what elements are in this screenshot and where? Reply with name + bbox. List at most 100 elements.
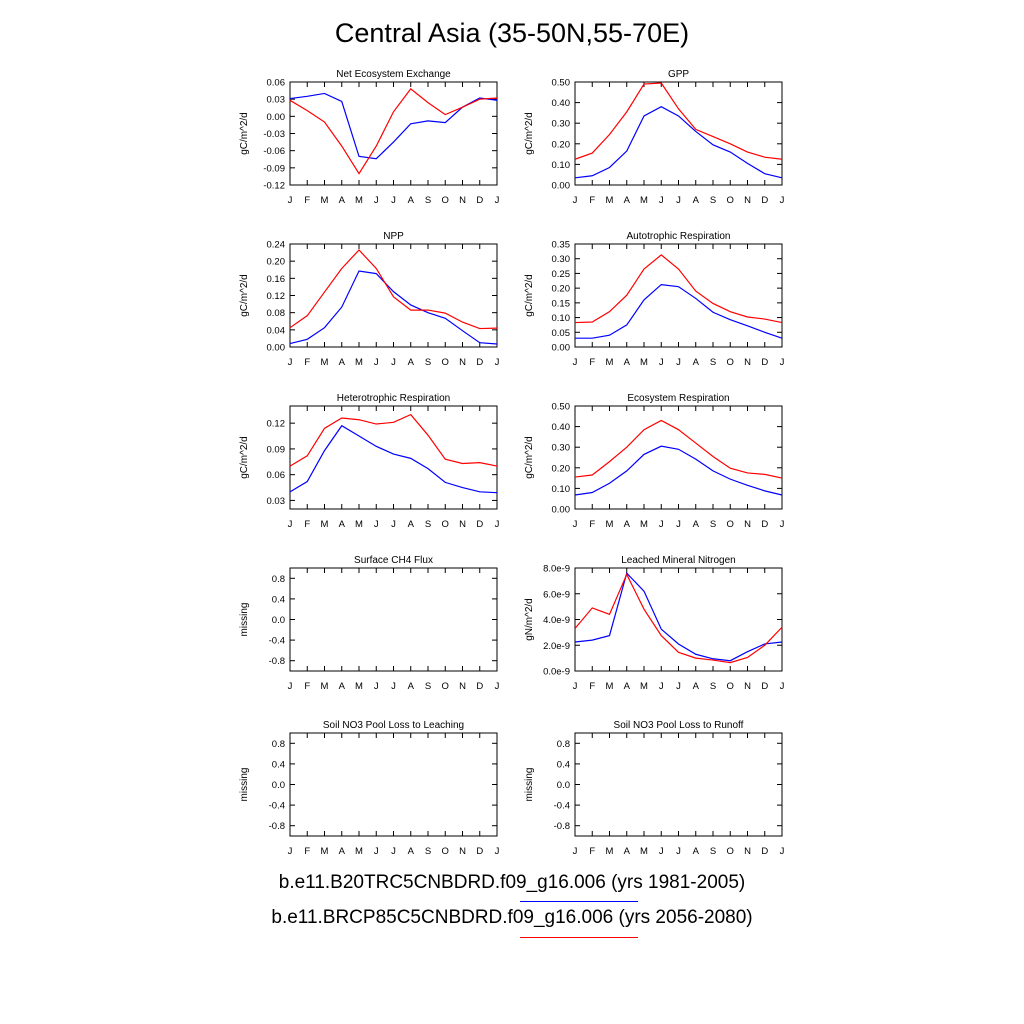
legend-entry-future: b.e11.BRCP85C5CNBDRD.f09_g16.006 (yrs 20… bbox=[271, 907, 753, 928]
series-line-future bbox=[574, 254, 783, 324]
x-tick-label: M bbox=[321, 357, 329, 368]
x-tick-label: F bbox=[304, 195, 310, 206]
x-tick-label: J bbox=[780, 519, 785, 530]
y-tick-label: 0.30 bbox=[552, 254, 571, 265]
series-line-future bbox=[289, 249, 498, 330]
x-tick-label: A bbox=[408, 846, 415, 857]
x-tick-label: M bbox=[355, 357, 363, 368]
y-tick-label: 0.8 bbox=[272, 574, 285, 585]
y-tick-label: 0.8 bbox=[272, 739, 285, 750]
x-tick-label: J bbox=[573, 357, 578, 368]
y-tick-label: -0.06 bbox=[263, 146, 285, 157]
y-tick-label: 0.05 bbox=[552, 328, 571, 339]
x-tick-label: M bbox=[355, 195, 363, 206]
y-tick-label: 0.03 bbox=[267, 95, 286, 106]
y-tick-label: 0.06 bbox=[267, 78, 286, 89]
x-tick-label: S bbox=[425, 681, 431, 692]
y-tick-label: 4.0e-9 bbox=[543, 615, 570, 626]
x-tick-label: F bbox=[304, 357, 310, 368]
x-tick-label: J bbox=[391, 195, 396, 206]
plot-frame bbox=[574, 405, 783, 510]
x-tick-label: F bbox=[589, 195, 595, 206]
x-tick-label: O bbox=[442, 195, 449, 206]
x-tick-label: J bbox=[676, 519, 681, 530]
panel-title: Soil NO3 Pool Loss to Runoff bbox=[614, 720, 744, 731]
x-tick-label: F bbox=[589, 357, 595, 368]
x-tick-label: J bbox=[374, 195, 379, 206]
y-tick-label: 0.04 bbox=[267, 325, 286, 336]
x-tick-label: J bbox=[780, 846, 785, 857]
x-tick-label: M bbox=[606, 357, 614, 368]
series-line-future bbox=[289, 88, 498, 175]
series-line-future bbox=[574, 573, 783, 664]
y-tick-label: 0.00 bbox=[267, 343, 286, 354]
legend-entry-historical: b.e11.B20TRC5CNBDRD.f09_g16.006 (yrs 198… bbox=[278, 872, 746, 893]
x-tick-label: J bbox=[288, 357, 293, 368]
legend-swatch-future bbox=[520, 937, 638, 938]
x-tick-label: S bbox=[710, 195, 716, 206]
x-tick-label: F bbox=[589, 519, 595, 530]
x-tick-label: N bbox=[459, 195, 466, 206]
series-line-historical bbox=[575, 283, 783, 339]
x-tick-label: S bbox=[425, 195, 431, 206]
x-tick-label: J bbox=[659, 681, 664, 692]
x-tick-label: J bbox=[374, 519, 379, 530]
x-tick-label: J bbox=[676, 357, 681, 368]
x-tick-label: M bbox=[321, 519, 329, 530]
x-tick-label: J bbox=[780, 357, 785, 368]
panel-net-ecosystem-exchange: Net Ecosystem Exchange gC/m^2/d 0.06 0.03 0.… bbox=[239, 69, 500, 206]
panel-surface-ch4-flux: Surface CH4 Flux missing 0.8 0.4 0.0 -0.4 -0.8… bbox=[239, 555, 500, 692]
y-tick-label: 0.10 bbox=[552, 313, 571, 324]
y-tick-label: -0.4 bbox=[269, 636, 285, 647]
y-tick-label: 0.00 bbox=[552, 181, 571, 192]
y-tick-label: 0.15 bbox=[552, 298, 571, 309]
y-tick-label: 0.8 bbox=[557, 739, 570, 750]
x-tick-label: J bbox=[573, 195, 578, 206]
panel-autotrophic-respiration: Autotrophic Respiration gC/m^2/d 0.00 0.05 0… bbox=[524, 231, 785, 368]
y-tick-label: 0.12 bbox=[267, 291, 286, 302]
x-tick-label: M bbox=[355, 846, 363, 857]
x-tick-label: O bbox=[727, 681, 734, 692]
y-tick-label: 6.0e-9 bbox=[543, 589, 570, 600]
x-tick-label: A bbox=[693, 519, 700, 530]
plot-frame bbox=[289, 243, 498, 348]
y-tick-label: 0.40 bbox=[552, 98, 571, 109]
panel-ecosystem-respiration: Ecosystem Respiration gC/m^2/d 0.00 0.10 0.2… bbox=[524, 393, 785, 530]
y-tick-label: 0.30 bbox=[552, 119, 571, 130]
x-tick-label: A bbox=[624, 519, 631, 530]
x-tick-label: A bbox=[339, 681, 346, 692]
x-tick-label: J bbox=[495, 195, 500, 206]
x-tick-label: D bbox=[476, 846, 483, 857]
x-tick-label: S bbox=[710, 519, 716, 530]
y-axis-label: gC/m^2/d bbox=[524, 112, 535, 155]
x-tick-label: J bbox=[374, 357, 379, 368]
y-axis-label: gC/m^2/d bbox=[524, 436, 535, 479]
x-tick-label: D bbox=[476, 195, 483, 206]
x-tick-label: O bbox=[442, 357, 449, 368]
x-tick-label: A bbox=[693, 195, 700, 206]
x-tick-label: O bbox=[727, 357, 734, 368]
y-tick-label: -0.4 bbox=[269, 801, 285, 812]
x-tick-label: A bbox=[624, 681, 631, 692]
x-tick-label: A bbox=[624, 195, 631, 206]
panel-title: Soil NO3 Pool Loss to Leaching bbox=[323, 720, 464, 731]
x-tick-label: J bbox=[676, 681, 681, 692]
y-tick-label: 0.03 bbox=[267, 496, 286, 507]
x-tick-label: M bbox=[606, 681, 614, 692]
series-line-historical bbox=[289, 424, 498, 494]
y-tick-label: -0.8 bbox=[269, 656, 285, 667]
x-tick-label: J bbox=[288, 519, 293, 530]
x-tick-label: M bbox=[606, 195, 614, 206]
x-tick-label: F bbox=[304, 519, 310, 530]
x-tick-label: A bbox=[624, 846, 631, 857]
y-tick-label: 0.10 bbox=[552, 160, 571, 171]
x-tick-label: J bbox=[495, 681, 500, 692]
x-tick-label: J bbox=[573, 519, 578, 530]
series-line-historical bbox=[574, 445, 783, 496]
x-tick-label: A bbox=[408, 195, 415, 206]
panel-leached-mineral-nitrogen: Leached Mineral Nitrogen gN/m^2/d 0.0e-9 2.… bbox=[524, 555, 785, 692]
x-tick-label: J bbox=[374, 681, 379, 692]
x-tick-label: A bbox=[408, 519, 415, 530]
y-tick-label: 0.25 bbox=[552, 269, 571, 280]
x-tick-label: J bbox=[659, 357, 664, 368]
